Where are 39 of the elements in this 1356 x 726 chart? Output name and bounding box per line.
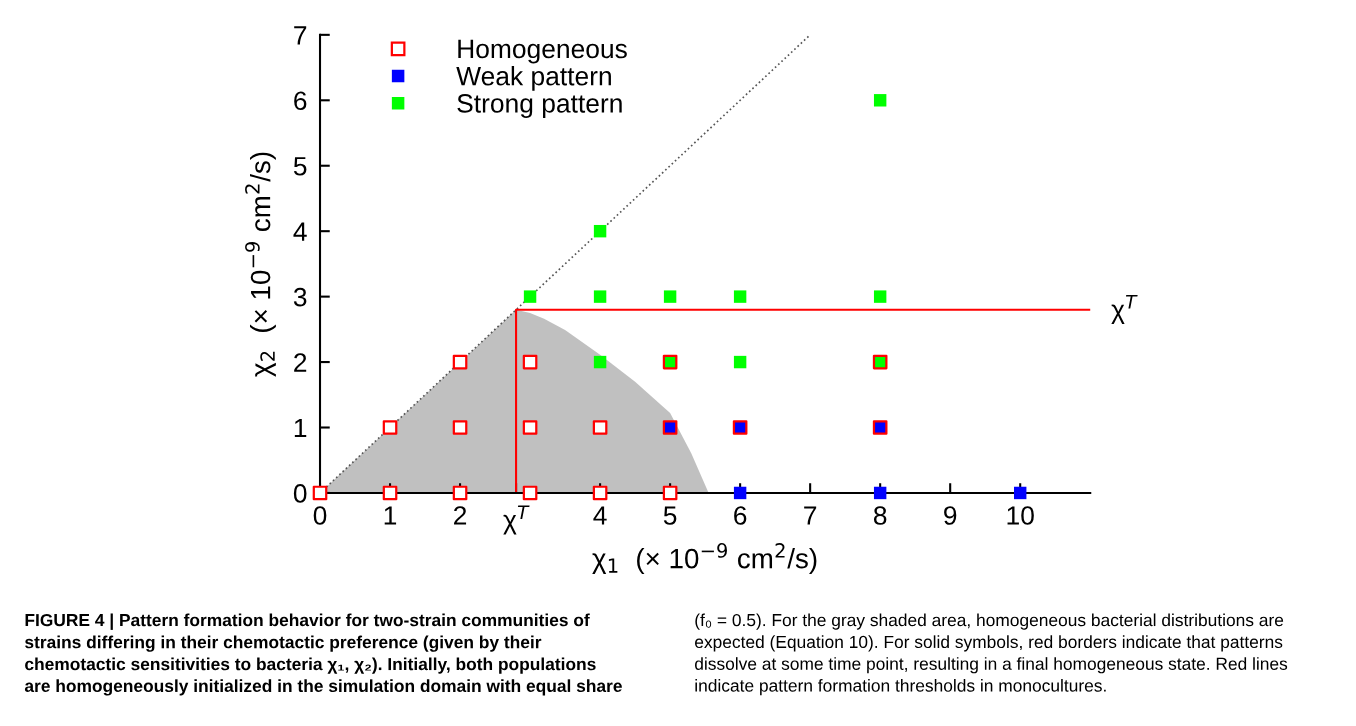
point — [523, 290, 537, 303]
y-tick-label: 0 — [293, 484, 307, 503]
point — [873, 94, 887, 107]
point — [733, 355, 747, 369]
y-tick-label: 6 — [294, 91, 307, 111]
point — [733, 290, 747, 303]
annotation: χ$^{T}$ — [1111, 295, 1138, 325]
x-tick-label: 1 — [384, 506, 397, 525]
y-tick-label: 3 — [293, 287, 307, 307]
point — [593, 224, 607, 238]
x-tick-label: 10 — [1007, 506, 1034, 525]
x-tick-label: χ$^{T}$ — [503, 505, 530, 535]
point — [663, 290, 677, 303]
y-tick-label: 1 — [294, 418, 307, 438]
point — [733, 486, 747, 500]
caption: FIGURE 4 | Pattern formation behavior for two-strain communities of strains differing in their chemotactic preference (given by their chemotactic sensitivities to bacteria χ₁, χ₂). Initially, both populations are homogeneously initialized in the simulation domain with equal share — [24, 613, 622, 696]
x-tick-label: 4 — [593, 506, 607, 525]
y-tick-label: 5 — [293, 157, 307, 176]
y-axis-title: χ$_{2}$ (× 10$^{−9}$ cm$^{2}$/s) — [245, 152, 276, 377]
point — [873, 290, 887, 303]
point — [873, 486, 887, 500]
point — [593, 290, 607, 303]
legend-label: Weak pattern — [456, 66, 611, 91]
y-tick-label: 4 — [293, 222, 307, 241]
point — [1013, 486, 1027, 500]
legend-label: Homogeneous — [458, 39, 627, 64]
x-tick-label: 9 — [944, 506, 957, 525]
x-tick-label: 6 — [734, 506, 747, 525]
x-tick-label: 8 — [873, 506, 887, 525]
x-tick-label: 0 — [313, 506, 327, 525]
point — [593, 355, 607, 369]
y-tick-label: 7 — [294, 26, 307, 45]
x-tick-label: 2 — [454, 506, 467, 525]
x-tick-label: 7 — [804, 506, 817, 525]
x-tick-label: 5 — [663, 506, 677, 525]
x-axis-title: χ$_{1}$ (× 10$^{−9}$ cm$^{2}$/s) — [592, 543, 817, 574]
text: (f₀ = 0.5). For the gray shaded area, homogeneous bacterial distributions are expected (Equation 10). For solid symbols, red borders indicate that patterns dissolve at some time point, resulting in a final homogeneous state. Red lines indicate pattern formation thresholds in monocultures. — [695, 613, 1288, 696]
y-tick-label: 2 — [294, 353, 307, 372]
legend-label: Strong pattern — [457, 94, 622, 118]
